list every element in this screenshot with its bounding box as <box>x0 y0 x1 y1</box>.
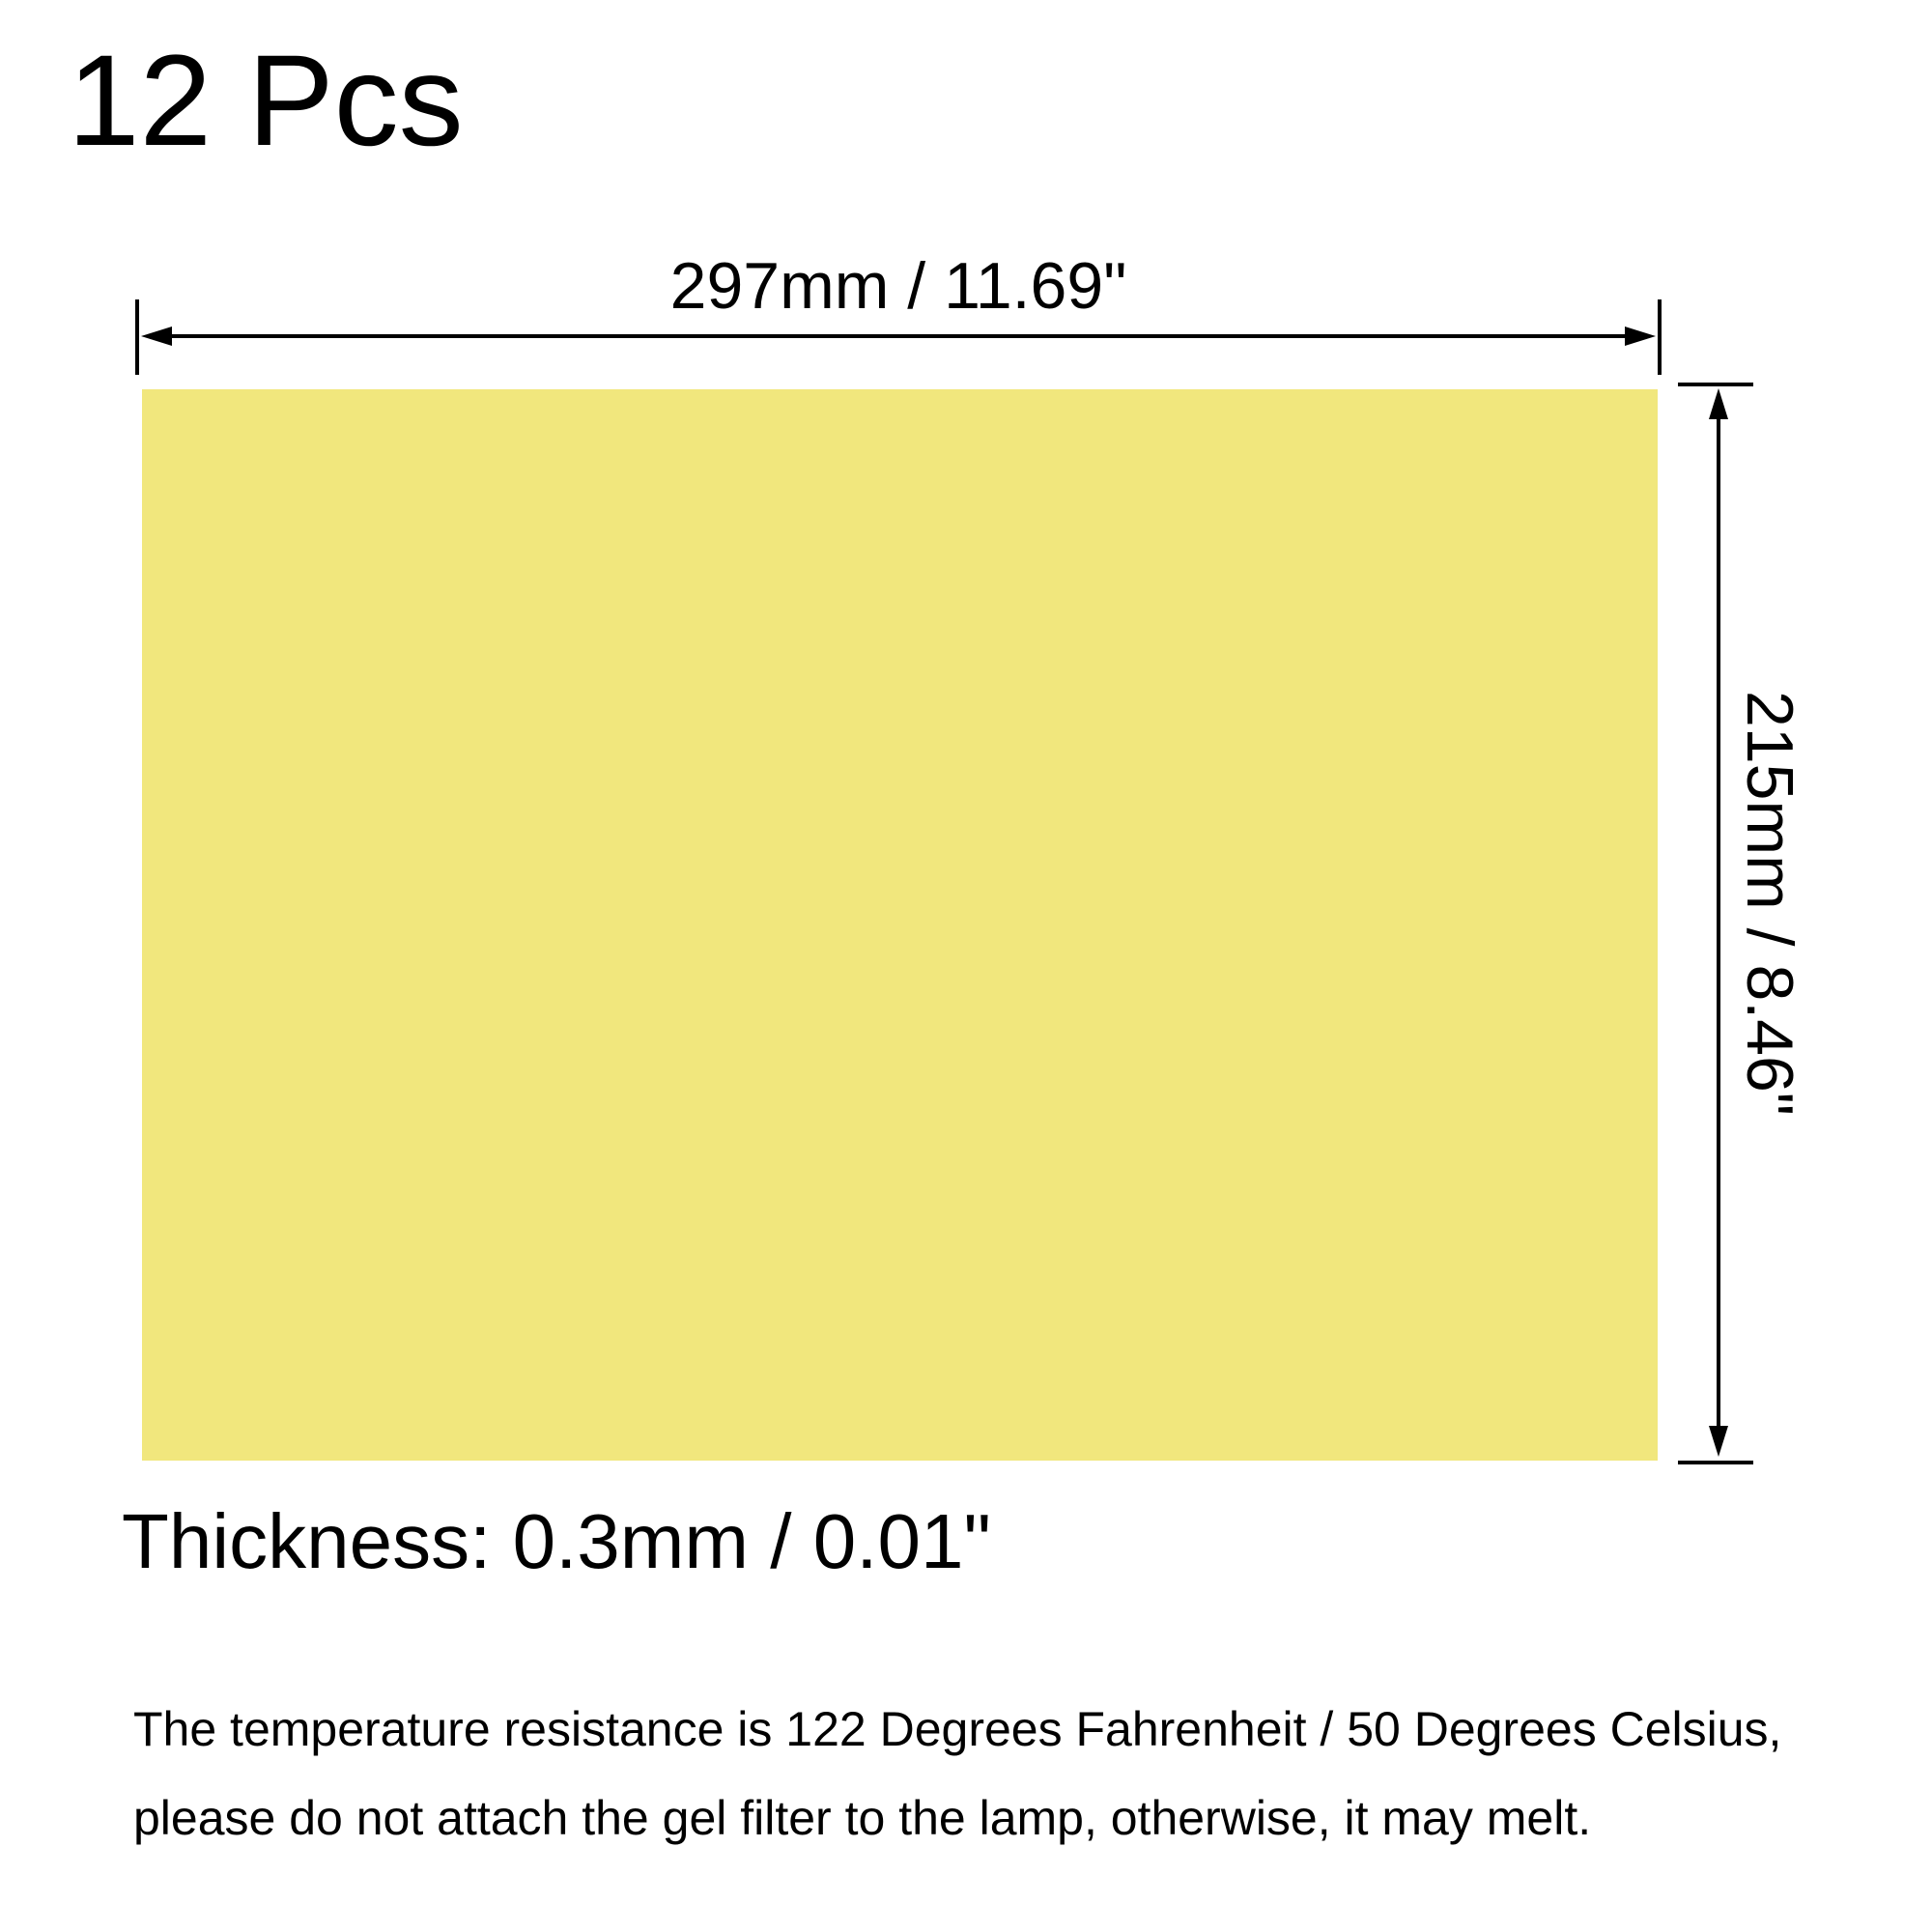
thickness-label: Thickness: 0.3mm / 0.01" <box>122 1498 991 1584</box>
arrowhead-up-icon <box>1709 388 1728 419</box>
arrowhead-right-icon <box>1625 327 1656 346</box>
width-dimension-label: 297mm / 11.69" <box>669 249 1127 323</box>
temperature-note-line-2: please do not attach the gel filter to t… <box>133 1791 1592 1845</box>
arrowhead-down-icon <box>1709 1426 1728 1457</box>
width-extension-tick-right <box>1658 299 1662 375</box>
width-dimension-line <box>155 334 1642 338</box>
height-extension-tick-bottom <box>1678 1461 1753 1464</box>
quantity-label: 12 Pcs <box>68 29 464 173</box>
width-extension-tick-left <box>135 299 139 375</box>
gel-filter-sheet <box>142 389 1658 1461</box>
height-dimension-line <box>1717 413 1720 1434</box>
height-dimension-label: 215mm / 8.46" <box>1733 691 1806 1116</box>
arrowhead-left-icon <box>141 327 172 346</box>
height-extension-tick-top <box>1678 383 1753 386</box>
temperature-note-line-1: The temperature resistance is 122 Degree… <box>133 1702 1782 1756</box>
